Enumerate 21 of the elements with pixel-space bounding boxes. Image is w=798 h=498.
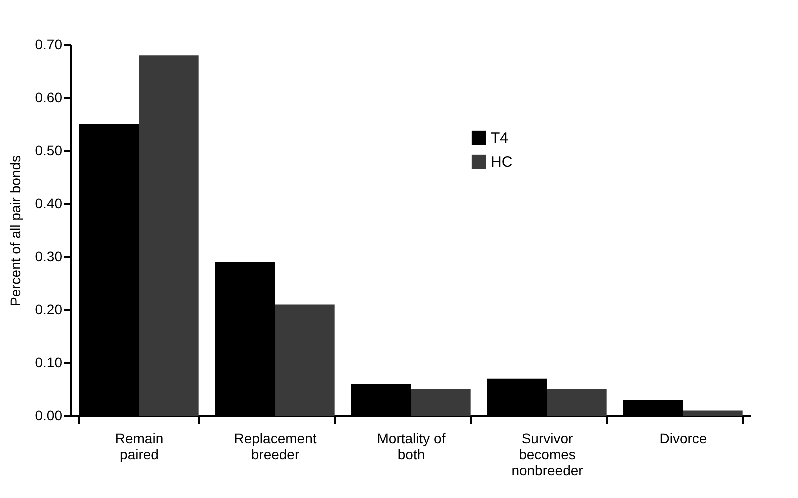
y-tick-label: 0.60	[35, 90, 63, 106]
y-tick-label: 0.00	[35, 408, 63, 424]
y-tick-label: 0.20	[35, 302, 63, 318]
y-tick-label: 0.70	[35, 36, 63, 52]
bar	[683, 410, 743, 416]
legend-label: HC	[491, 154, 513, 171]
x-tick-label: Replacement breeder	[234, 430, 317, 462]
legend-label: T4	[491, 130, 509, 147]
y-tick-label: 0.10	[35, 354, 63, 370]
x-tick-label: Remain paired	[115, 430, 164, 462]
bar	[139, 56, 199, 416]
x-tick-label: Mortality of both	[377, 430, 446, 462]
y-axis-title: Percent of all pair bonds	[7, 156, 24, 306]
bar	[411, 390, 471, 416]
y-tick-label: 0.30	[35, 248, 63, 264]
bar	[547, 390, 607, 416]
y-tick-label: 0.40	[35, 196, 63, 212]
y-tick-label: 0.50	[35, 142, 63, 158]
bar	[275, 304, 335, 416]
x-tick-label: Survivor becomes nonbreeder	[512, 430, 584, 478]
x-tick-label: Divorce	[660, 430, 708, 446]
